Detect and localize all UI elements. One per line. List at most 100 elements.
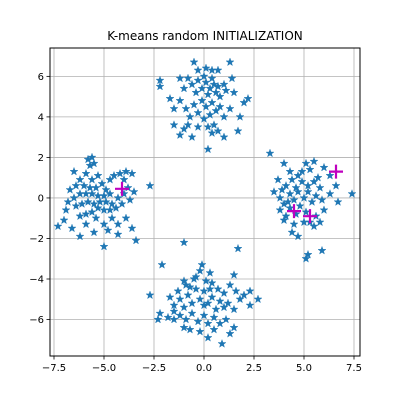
data-point <box>179 237 189 247</box>
data-point <box>229 270 239 279</box>
data-point <box>175 73 185 83</box>
data-point <box>225 103 235 113</box>
plot-frame <box>49 47 361 357</box>
data-point <box>189 57 199 67</box>
data-point <box>183 120 193 129</box>
data-point <box>295 201 305 210</box>
data-point <box>123 183 133 192</box>
data-point <box>275 205 285 214</box>
data-point <box>315 217 325 227</box>
data-point <box>197 83 207 93</box>
data-point <box>105 189 115 198</box>
data-point <box>181 314 191 324</box>
y-tick-label: 6 <box>38 72 44 83</box>
data-point <box>219 112 229 121</box>
data-point <box>243 93 253 103</box>
data-point <box>229 87 239 97</box>
data-point <box>87 152 97 162</box>
data-point <box>221 85 231 95</box>
data-point <box>69 166 79 176</box>
data-point <box>219 132 229 142</box>
data-point <box>95 197 105 206</box>
data-point <box>197 260 207 269</box>
data-point <box>109 170 119 180</box>
data-point <box>281 180 291 190</box>
y-axis: −6 −4 −2 0 2 4 6 <box>29 72 50 326</box>
y-tick-label: −6 <box>29 315 44 326</box>
data-point <box>279 158 289 168</box>
data-point <box>225 328 235 338</box>
data-point <box>287 227 297 237</box>
data-point <box>209 312 219 322</box>
data-point <box>93 170 103 180</box>
data-point <box>199 114 209 123</box>
data-point <box>289 195 299 204</box>
data-point <box>71 201 81 210</box>
data-point <box>239 97 249 107</box>
data-point <box>213 284 223 294</box>
data-point <box>233 243 243 253</box>
data-point <box>107 213 117 223</box>
data-point <box>203 89 213 99</box>
data-point <box>333 197 343 206</box>
data-point <box>99 205 109 214</box>
data-point <box>103 225 113 235</box>
data-point <box>203 332 213 342</box>
y-tick-label: 2 <box>38 153 44 164</box>
data-point <box>265 148 275 158</box>
data-point <box>233 126 243 135</box>
data-point <box>231 286 241 296</box>
data-point <box>303 187 313 196</box>
data-point <box>173 286 183 296</box>
data-point <box>113 193 123 202</box>
x-tick-label: −5.0 <box>92 363 116 374</box>
data-point <box>229 322 239 332</box>
data-point <box>229 304 239 314</box>
data-point <box>179 322 189 332</box>
data-point <box>179 83 189 93</box>
data-point <box>175 95 185 105</box>
data-point <box>75 211 85 221</box>
data-point <box>235 112 245 121</box>
x-tick-label: −7.5 <box>42 363 66 374</box>
data-point <box>131 235 141 245</box>
data-point <box>193 316 203 326</box>
data-point <box>205 284 215 294</box>
data-point <box>69 193 79 202</box>
data-point <box>279 215 289 225</box>
data-point <box>283 197 293 206</box>
data-point <box>199 300 209 310</box>
data-point <box>205 268 215 277</box>
data-point <box>181 280 191 289</box>
data-point <box>211 87 221 97</box>
data-point <box>89 158 99 168</box>
data-point <box>61 205 71 214</box>
data-point <box>179 302 189 312</box>
data-point <box>221 314 231 324</box>
data-point <box>187 308 197 318</box>
data-point <box>203 298 213 308</box>
data-point <box>175 130 185 140</box>
y-tick-label: 0 <box>38 193 44 204</box>
data-point <box>297 166 307 176</box>
data-point <box>201 101 211 111</box>
data-point <box>213 65 223 75</box>
data-point <box>129 187 139 196</box>
data-point <box>91 183 101 192</box>
data-point <box>309 221 319 231</box>
data-point <box>189 99 199 109</box>
data-point <box>111 203 121 212</box>
data-point <box>219 79 229 89</box>
data-point <box>213 126 223 135</box>
data-point <box>165 292 175 302</box>
data-point <box>189 274 199 283</box>
data-point <box>163 312 173 322</box>
data-point <box>153 314 163 324</box>
data-point <box>235 294 245 304</box>
data-point <box>319 162 329 172</box>
data-point <box>193 75 203 85</box>
data-point <box>83 154 93 164</box>
data-point <box>199 286 209 296</box>
data-point <box>245 286 255 296</box>
